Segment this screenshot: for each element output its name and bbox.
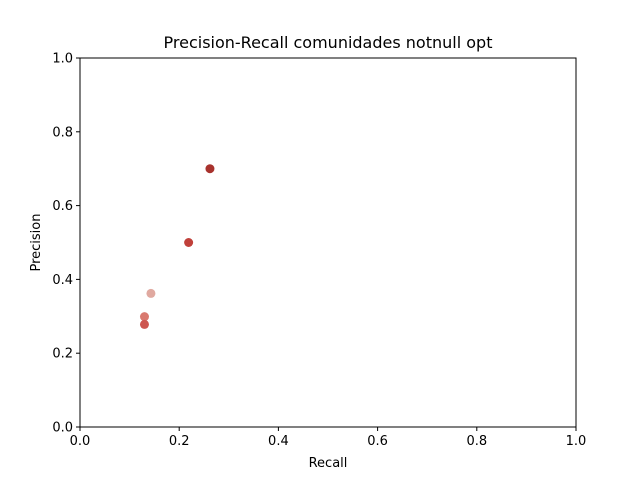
y-tick-label: 0.4 [52,273,73,288]
y-axis-ticks: 0.0 0.2 0.4 0.6 0.8 1.0 [52,52,80,436]
scatter-point [205,164,215,174]
scatter-point [146,288,156,298]
x-tick-label: 0.8 [466,434,487,449]
x-tick-label: 0.6 [367,434,388,449]
x-axis-label: Recall [309,456,348,471]
x-axis-ticks: 0.0 0.2 0.4 0.6 0.8 1.0 [70,427,587,449]
plot-area [80,58,576,427]
x-tick-label: 0.4 [268,434,289,449]
x-tick-label: 0.2 [169,434,190,449]
y-tick-label: 0.8 [52,125,73,140]
x-tick-label: 1.0 [566,434,587,449]
plot-frame [79,57,577,428]
data-points [139,164,215,329]
y-tick-label: 0.0 [52,421,73,436]
y-tick-label: 0.6 [52,199,73,214]
scatter-point [139,312,149,322]
x-tick-label: 0.0 [70,434,91,449]
y-tick-label: 0.2 [52,347,73,362]
y-axis-label: Precision [29,213,44,271]
chart-title: Precision-Recall comunidades notnull opt [164,33,493,52]
scatter-point [184,238,194,247]
scatter-point [139,319,149,329]
y-tick-label: 1.0 [52,52,73,67]
